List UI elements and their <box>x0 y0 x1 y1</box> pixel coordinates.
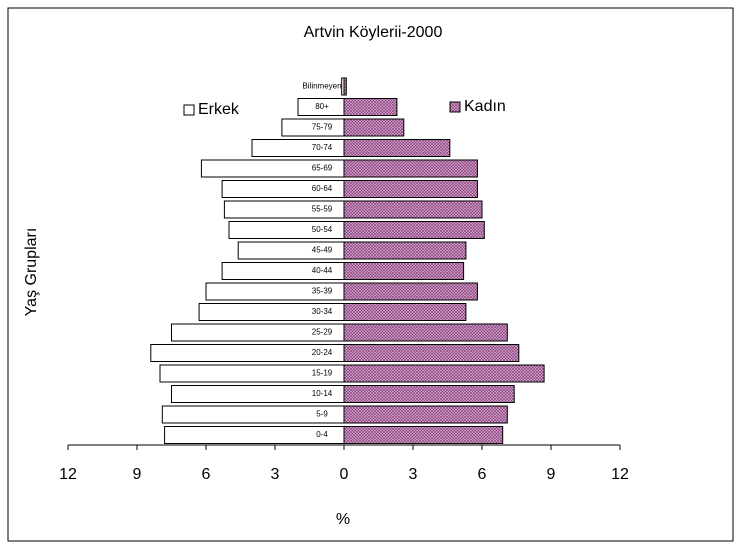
x-axis-label: % <box>336 511 350 528</box>
category-label: 10-14 <box>312 389 333 398</box>
category-label: 15-19 <box>312 369 333 378</box>
category-label: 35-39 <box>312 287 333 296</box>
category-label: 40-44 <box>312 266 333 275</box>
bar <box>343 303 467 321</box>
category-label: 20-24 <box>312 348 333 357</box>
category-label: 30-34 <box>312 307 333 316</box>
x-tick-label: 0 <box>340 466 349 483</box>
category-label: 55-59 <box>312 205 333 214</box>
category-label: 25-29 <box>312 328 333 337</box>
category-label: 5-9 <box>316 410 328 419</box>
bar <box>343 405 508 424</box>
legend-label: Erkek <box>198 101 240 118</box>
bar <box>343 200 483 219</box>
y-axis-label: Yaş Grupları <box>23 228 40 317</box>
bar <box>343 344 520 362</box>
x-tick-label: 3 <box>271 466 280 483</box>
x-tick-label: 9 <box>547 466 556 483</box>
bar <box>343 139 451 157</box>
legend-swatch <box>183 104 195 116</box>
category-label: 0-4 <box>316 430 328 439</box>
x-tick-label: 6 <box>202 466 211 483</box>
x-tick-label: 3 <box>409 466 418 483</box>
x-tick-label: 9 <box>133 466 142 483</box>
category-label: 65-69 <box>312 164 333 173</box>
bar <box>343 98 398 116</box>
category-label: 60-64 <box>312 184 333 193</box>
bar <box>343 180 478 198</box>
bar <box>343 77 347 96</box>
bar <box>343 159 478 178</box>
chart-title: Artvin Köylerii-2000 <box>304 24 443 41</box>
category-label: Bilinmeyen <box>302 82 341 91</box>
category-label: 80+ <box>315 102 329 111</box>
bar <box>343 221 485 239</box>
bar <box>343 241 467 260</box>
bar <box>343 364 545 383</box>
bar <box>343 262 465 280</box>
bar <box>343 118 405 137</box>
legend-swatch <box>449 101 461 113</box>
legend-label: Kadın <box>464 98 506 115</box>
bar <box>343 323 508 342</box>
category-label: 75-79 <box>312 123 333 132</box>
category-label: 45-49 <box>312 246 333 255</box>
category-label: 50-54 <box>312 225 333 234</box>
bar <box>343 282 478 301</box>
bar <box>343 426 504 444</box>
x-tick-label: 6 <box>478 466 487 483</box>
x-tick-label: 12 <box>611 466 629 483</box>
x-tick-label: 12 <box>59 466 77 483</box>
category-label: 70-74 <box>312 143 333 152</box>
bar <box>343 385 515 403</box>
